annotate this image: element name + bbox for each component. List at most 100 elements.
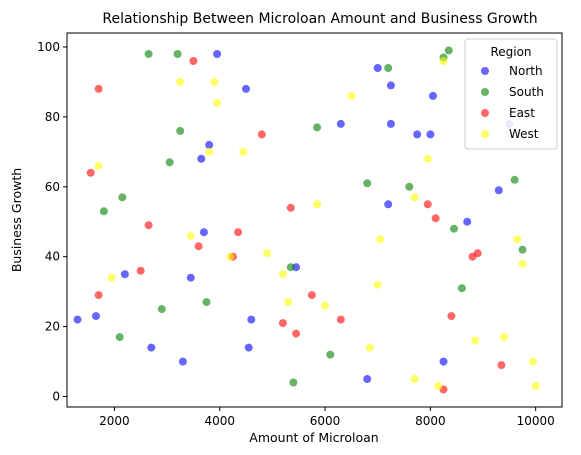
point-north-14	[336, 119, 345, 128]
point-east-8	[234, 228, 243, 237]
point-west-12	[313, 200, 322, 209]
point-south-6	[173, 50, 182, 58]
point-north-0	[73, 315, 82, 324]
point-north-6	[197, 154, 206, 163]
x-tick-label: 6000	[310, 414, 341, 428]
point-north-3	[147, 343, 156, 352]
point-east-12	[292, 329, 301, 338]
y-tick-label: 80	[45, 110, 60, 124]
y-tick-label: 0	[52, 390, 60, 404]
point-east-13	[307, 291, 316, 300]
point-west-25	[513, 235, 522, 244]
chart-title: Relationship Between Microloan Amount an…	[102, 11, 537, 27]
point-west-27	[529, 357, 537, 366]
point-west-7	[226, 252, 235, 261]
point-south-8	[202, 298, 211, 307]
point-west-22	[439, 57, 448, 65]
point-west-13	[321, 301, 329, 310]
point-south-18	[450, 224, 458, 233]
point-north-5	[186, 273, 195, 282]
legend: Region North South East West	[464, 38, 558, 150]
point-south-10	[289, 378, 298, 387]
point-south-1	[115, 333, 124, 342]
point-east-21	[497, 361, 506, 370]
point-east-15	[423, 200, 432, 209]
point-west-16	[373, 280, 382, 289]
point-west-20	[423, 154, 432, 163]
point-west-26	[518, 259, 527, 268]
y-axis-ticks: 0 20 40 60 80 100	[37, 40, 67, 404]
point-north-10	[242, 84, 250, 93]
point-west-2	[176, 77, 185, 86]
point-east-5	[189, 57, 198, 65]
y-tick-label: 20	[45, 320, 60, 334]
point-east-1	[94, 84, 103, 93]
point-east-18	[447, 312, 456, 321]
legend-box	[464, 38, 558, 150]
point-south-7	[176, 126, 185, 135]
x-tick-label: 8000	[415, 414, 446, 428]
point-north-1	[92, 312, 100, 321]
point-north-15	[363, 375, 372, 383]
point-north-4	[178, 357, 187, 366]
y-tick-label: 60	[45, 180, 60, 194]
point-east-10	[278, 319, 287, 328]
point-north-7	[199, 228, 208, 237]
y-tick-label: 100	[37, 40, 60, 54]
legend-label-south: South	[509, 85, 544, 99]
point-south-12	[326, 350, 335, 359]
legend-label-east: East	[509, 106, 535, 120]
point-north-24	[463, 217, 472, 226]
x-tick-label: 4000	[204, 414, 235, 428]
point-north-16	[373, 64, 382, 72]
point-north-22	[429, 91, 437, 100]
legend-marker-east	[481, 109, 489, 117]
point-west-17	[376, 235, 385, 244]
point-west-19	[410, 375, 419, 383]
point-west-24	[500, 333, 509, 342]
point-south-20	[510, 175, 519, 184]
point-west-0	[94, 161, 103, 170]
legend-marker-south	[481, 88, 489, 96]
x-axis-ticks: 2000 4000 6000 8000 10000	[99, 407, 555, 428]
point-south-21	[518, 245, 527, 254]
point-west-8	[239, 147, 248, 156]
point-west-21	[434, 382, 443, 390]
point-north-18	[386, 81, 395, 90]
point-north-25	[494, 186, 503, 195]
point-north-20	[413, 130, 422, 139]
point-south-19	[457, 284, 466, 293]
x-tick-label: 10000	[517, 414, 555, 428]
point-west-3	[186, 231, 195, 240]
point-south-17	[444, 46, 453, 55]
point-east-16	[431, 214, 440, 223]
point-east-4	[144, 221, 153, 230]
point-east-14	[336, 315, 345, 324]
point-west-15	[365, 343, 374, 352]
point-west-18	[410, 193, 419, 202]
point-west-1	[107, 273, 116, 282]
plot-points	[73, 46, 540, 394]
point-south-9	[286, 263, 295, 272]
point-north-23	[439, 357, 448, 366]
point-south-5	[165, 158, 174, 167]
point-east-9	[257, 130, 266, 139]
point-east-3	[136, 266, 145, 275]
point-north-11	[244, 343, 253, 352]
point-east-11	[286, 203, 295, 212]
legend-label-north: North	[509, 64, 543, 78]
point-south-0	[99, 207, 108, 216]
x-axis-label: Amount of Microloan	[249, 430, 378, 445]
y-tick-label: 40	[45, 250, 60, 264]
point-north-2	[120, 270, 129, 279]
point-south-2	[118, 193, 127, 202]
x-tick-label: 2000	[99, 414, 130, 428]
point-south-4	[157, 305, 166, 314]
point-west-5	[210, 77, 219, 86]
point-north-8	[205, 140, 214, 149]
point-west-9	[263, 249, 272, 258]
plot-frame	[66, 32, 563, 408]
y-axis-label: Business Growth	[9, 168, 24, 272]
point-south-13	[363, 179, 372, 188]
